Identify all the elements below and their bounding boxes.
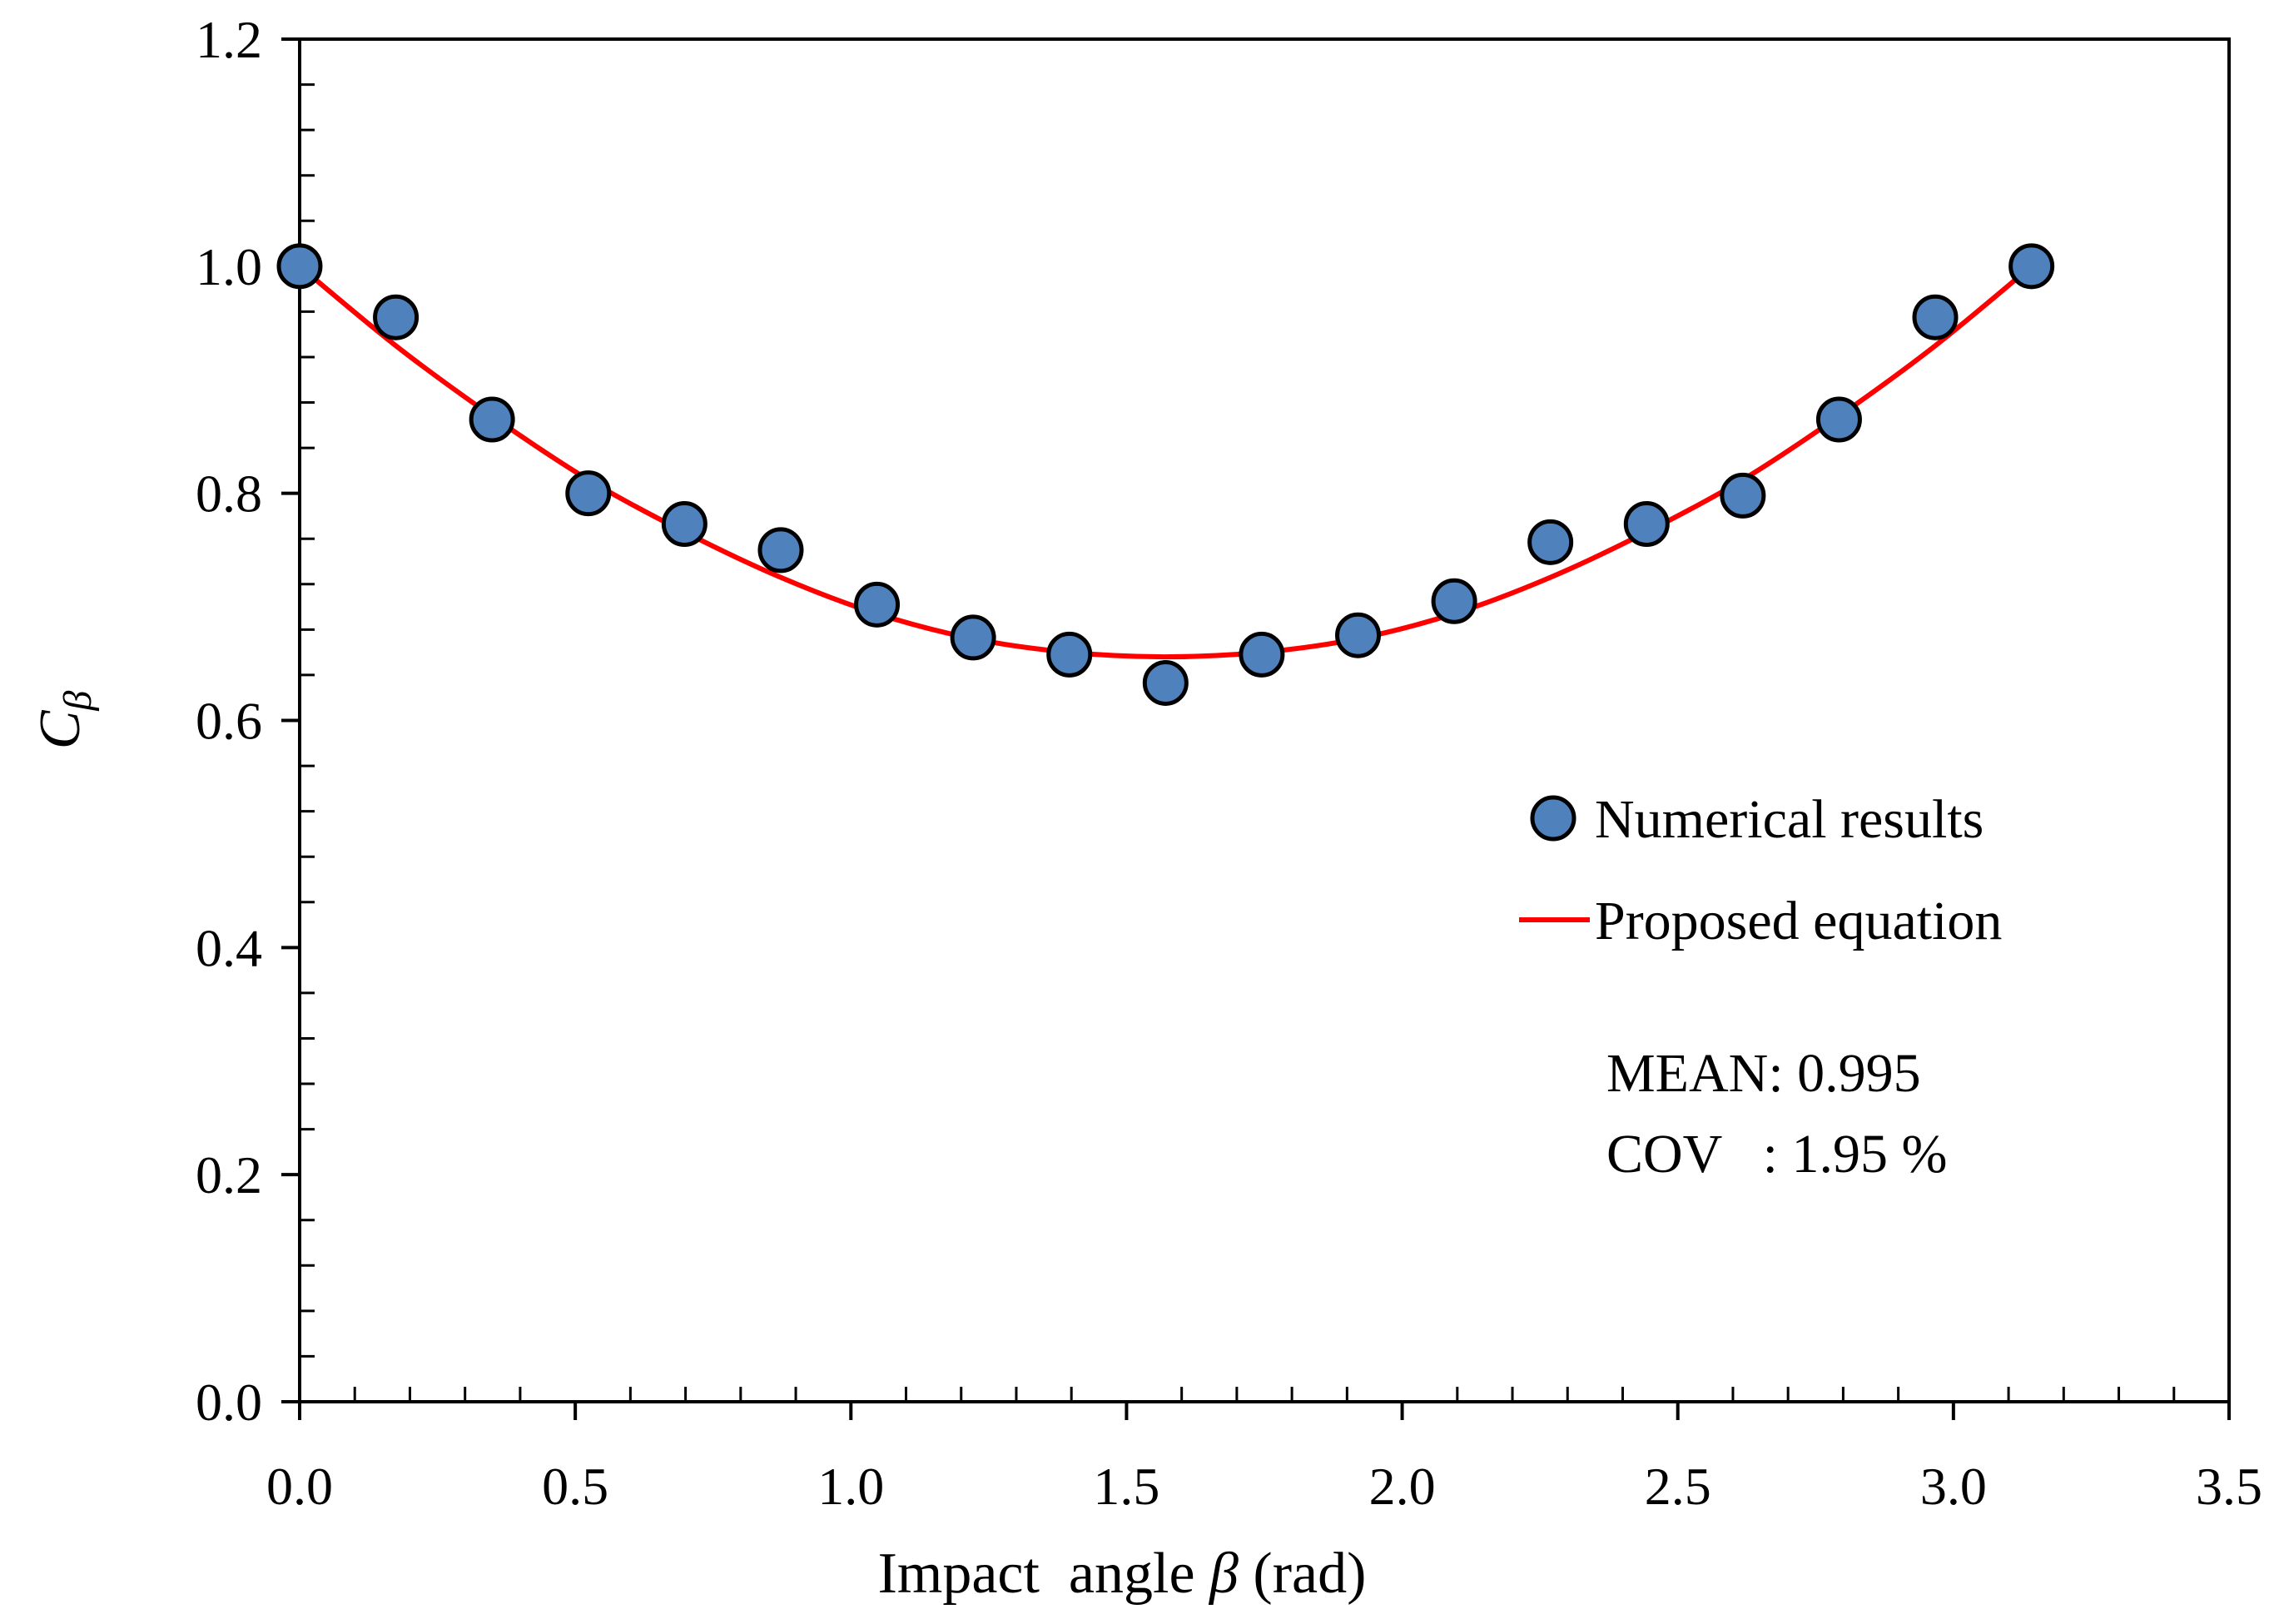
legend-marker-numerical-results	[1530, 795, 1576, 842]
y-tick-label: 0.0	[196, 1373, 262, 1432]
data-point	[469, 396, 515, 443]
y-tick-label: 1.2	[196, 10, 262, 69]
legend: Numerical results Proposed equation	[1519, 789, 2002, 951]
x-minor-ticks	[353, 1387, 2176, 1402]
data-point	[1046, 631, 1093, 678]
legend-label-proposed-equation: Proposed equation	[1595, 891, 2002, 951]
y-tick-label: 0.8	[196, 464, 262, 524]
y-tick-label: 0.4	[196, 918, 262, 977]
data-point	[1431, 578, 1477, 624]
data-point	[276, 243, 323, 290]
data-point	[1912, 294, 1959, 340]
x-tick-label: 1.5	[1093, 1457, 1159, 1516]
data-point	[661, 500, 708, 547]
y-tick-labels: 0.0 0.2 0.4 0.6 0.8 1.0 1.2	[196, 10, 300, 1432]
data-point	[2008, 243, 2055, 290]
y-axis-title: Cβ	[28, 691, 100, 750]
legend-label-numerical-results: Numerical results	[1595, 789, 1984, 850]
x-tick-label: 3.5	[2196, 1457, 2262, 1516]
data-point	[1815, 396, 1862, 443]
y-tick-label: 0.2	[196, 1145, 262, 1204]
mean-annotation: MEAN: 0.995	[1606, 1043, 1921, 1104]
data-point	[1335, 612, 1382, 658]
cov-annotation: COV : 1.95 %	[1606, 1124, 1947, 1184]
x-tick-label: 2.5	[1645, 1457, 1711, 1516]
data-point	[373, 294, 420, 340]
data-point	[1239, 631, 1285, 678]
data-point	[1720, 472, 1766, 519]
data-point	[1527, 519, 1574, 565]
y-tick-label: 1.0	[196, 237, 262, 296]
plot-frame	[298, 37, 2231, 1403]
proposed-equation-line	[298, 264, 2033, 660]
x-tick-labels: 0.0 0.5 1.0 1.5 2.0 2.5 3.0 3.5	[266, 1402, 2262, 1516]
x-tick-label: 0.5	[542, 1457, 608, 1516]
y-minor-ticks	[300, 83, 315, 1358]
data-point	[1623, 500, 1670, 547]
data-point	[757, 527, 804, 574]
numerical-results-markers	[276, 243, 2055, 706]
data-point	[565, 470, 612, 517]
x-tick-label: 1.0	[817, 1457, 884, 1516]
x-tick-label: 2.0	[1369, 1457, 1436, 1516]
data-point	[950, 614, 996, 661]
data-point	[1142, 659, 1189, 706]
y-tick-label: 0.6	[196, 692, 262, 751]
data-point	[854, 581, 901, 628]
x-tick-label: 0.0	[266, 1457, 333, 1516]
x-axis-title: Impact angle β (rad)	[878, 1542, 1367, 1606]
x-tick-label: 3.0	[1920, 1457, 1987, 1516]
